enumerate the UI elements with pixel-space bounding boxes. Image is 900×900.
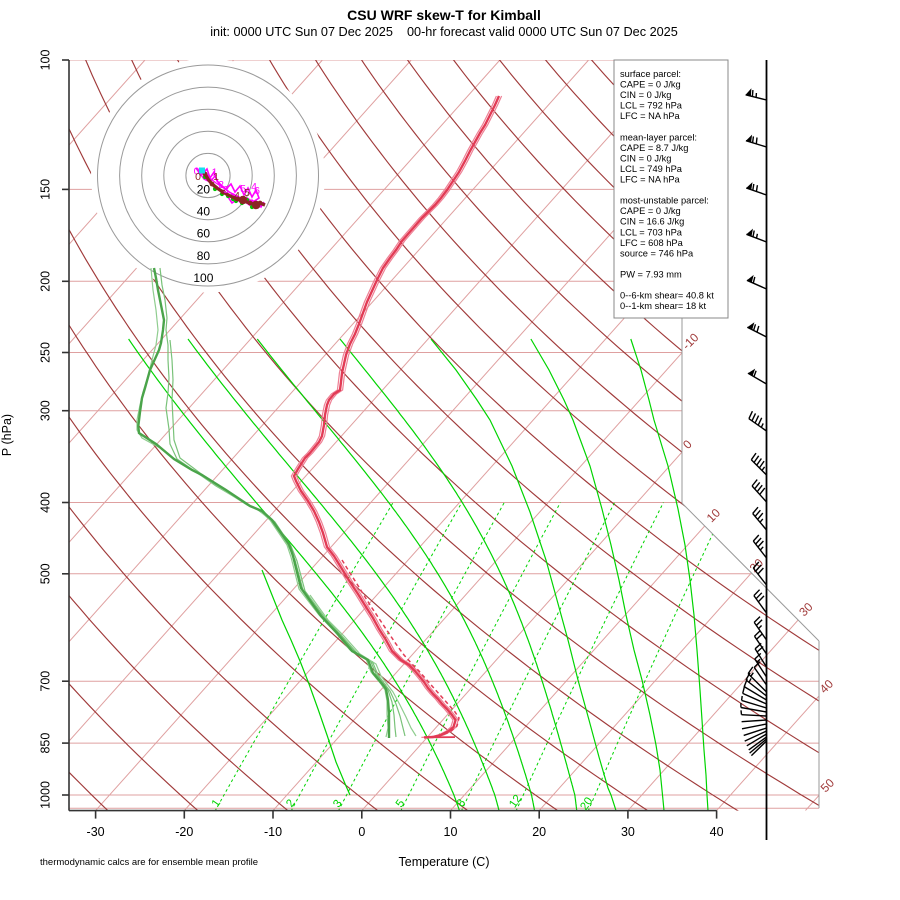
svg-text:80: 80	[197, 249, 211, 263]
svg-text:CSU WRF skew-T for Kimball: CSU WRF skew-T for Kimball	[347, 7, 541, 23]
svg-text:850: 850	[38, 733, 52, 754]
svg-text:300: 300	[38, 400, 52, 421]
svg-text:6: 6	[254, 185, 260, 197]
svg-text:CIN = 0 J/kg: CIN = 0 J/kg	[620, 90, 671, 100]
svg-text:1: 1	[213, 171, 219, 183]
svg-text:most-unstable parcel:: most-unstable parcel:	[620, 196, 709, 206]
svg-text:CIN = 0 J/kg: CIN = 0 J/kg	[620, 153, 671, 163]
svg-text:CIN = 16.6 J/kg: CIN = 16.6 J/kg	[620, 217, 684, 227]
svg-text:CAPE = 0 J/kg: CAPE = 0 J/kg	[620, 80, 681, 90]
svg-text:thermodynamic calcs are for en: thermodynamic calcs are for ensemble mea…	[40, 857, 258, 868]
svg-text:surface parcel:: surface parcel:	[620, 69, 681, 79]
svg-text:4: 4	[234, 190, 240, 202]
svg-text:-20: -20	[175, 825, 193, 839]
svg-text:2: 2	[218, 179, 224, 191]
svg-text:0--6-km shear= 40.8 kt: 0--6-km shear= 40.8 kt	[620, 291, 714, 301]
svg-text:20: 20	[197, 182, 211, 196]
svg-text:5: 5	[244, 187, 250, 199]
svg-text:5: 5	[240, 183, 246, 195]
svg-text:100: 100	[38, 50, 52, 71]
svg-text:3: 3	[223, 184, 229, 196]
svg-text:0: 0	[195, 171, 201, 183]
svg-text:LFC = NA hPa: LFC = NA hPa	[620, 111, 681, 121]
svg-text:LFC = NA hPa: LFC = NA hPa	[620, 175, 681, 185]
svg-text:Temperature (C): Temperature (C)	[399, 855, 490, 869]
svg-text:source = 746 hPa: source = 746 hPa	[620, 248, 694, 258]
svg-text:mean-layer parcel:: mean-layer parcel:	[620, 132, 697, 142]
svg-text:500: 500	[38, 563, 52, 584]
svg-text:40: 40	[197, 205, 211, 219]
svg-text:250: 250	[38, 342, 52, 363]
svg-text:1000: 1000	[38, 781, 52, 809]
svg-text:30: 30	[621, 825, 635, 839]
svg-text:CAPE = 0 J/kg: CAPE = 0 J/kg	[620, 206, 681, 216]
svg-text:init: 0000 UTC Sun 07 Dec 2025: init: 0000 UTC Sun 07 Dec 2025 00-hr for…	[210, 25, 678, 39]
svg-text:PW = 7.93 mm: PW = 7.93 mm	[620, 269, 682, 279]
svg-text:0--1-km shear= 18 kt: 0--1-km shear= 18 kt	[620, 301, 706, 311]
svg-text:CAPE = 8.7 J/kg: CAPE = 8.7 J/kg	[620, 143, 688, 153]
svg-text:LCL = 792 hPa: LCL = 792 hPa	[620, 101, 683, 111]
svg-text:1: 1	[212, 166, 218, 178]
svg-text:LCL = 749 hPa: LCL = 749 hPa	[620, 164, 683, 174]
svg-text:0: 0	[358, 825, 365, 839]
svg-text:10: 10	[444, 825, 458, 839]
svg-text:-30: -30	[87, 825, 105, 839]
svg-text:0: 0	[194, 165, 200, 177]
svg-text:P (hPa): P (hPa)	[0, 414, 14, 456]
svg-text:150: 150	[38, 179, 52, 200]
svg-text:400: 400	[38, 492, 52, 513]
svg-text:60: 60	[197, 227, 211, 241]
svg-text:200: 200	[38, 271, 52, 292]
svg-text:20: 20	[532, 825, 546, 839]
svg-text:4: 4	[251, 181, 257, 193]
svg-text:-10: -10	[264, 825, 282, 839]
svg-text:LFC = 608 hPa: LFC = 608 hPa	[620, 238, 684, 248]
svg-text:LCL = 703 hPa: LCL = 703 hPa	[620, 227, 683, 237]
svg-text:700: 700	[38, 671, 52, 692]
svg-text:40: 40	[710, 825, 724, 839]
svg-text:100: 100	[193, 271, 213, 285]
